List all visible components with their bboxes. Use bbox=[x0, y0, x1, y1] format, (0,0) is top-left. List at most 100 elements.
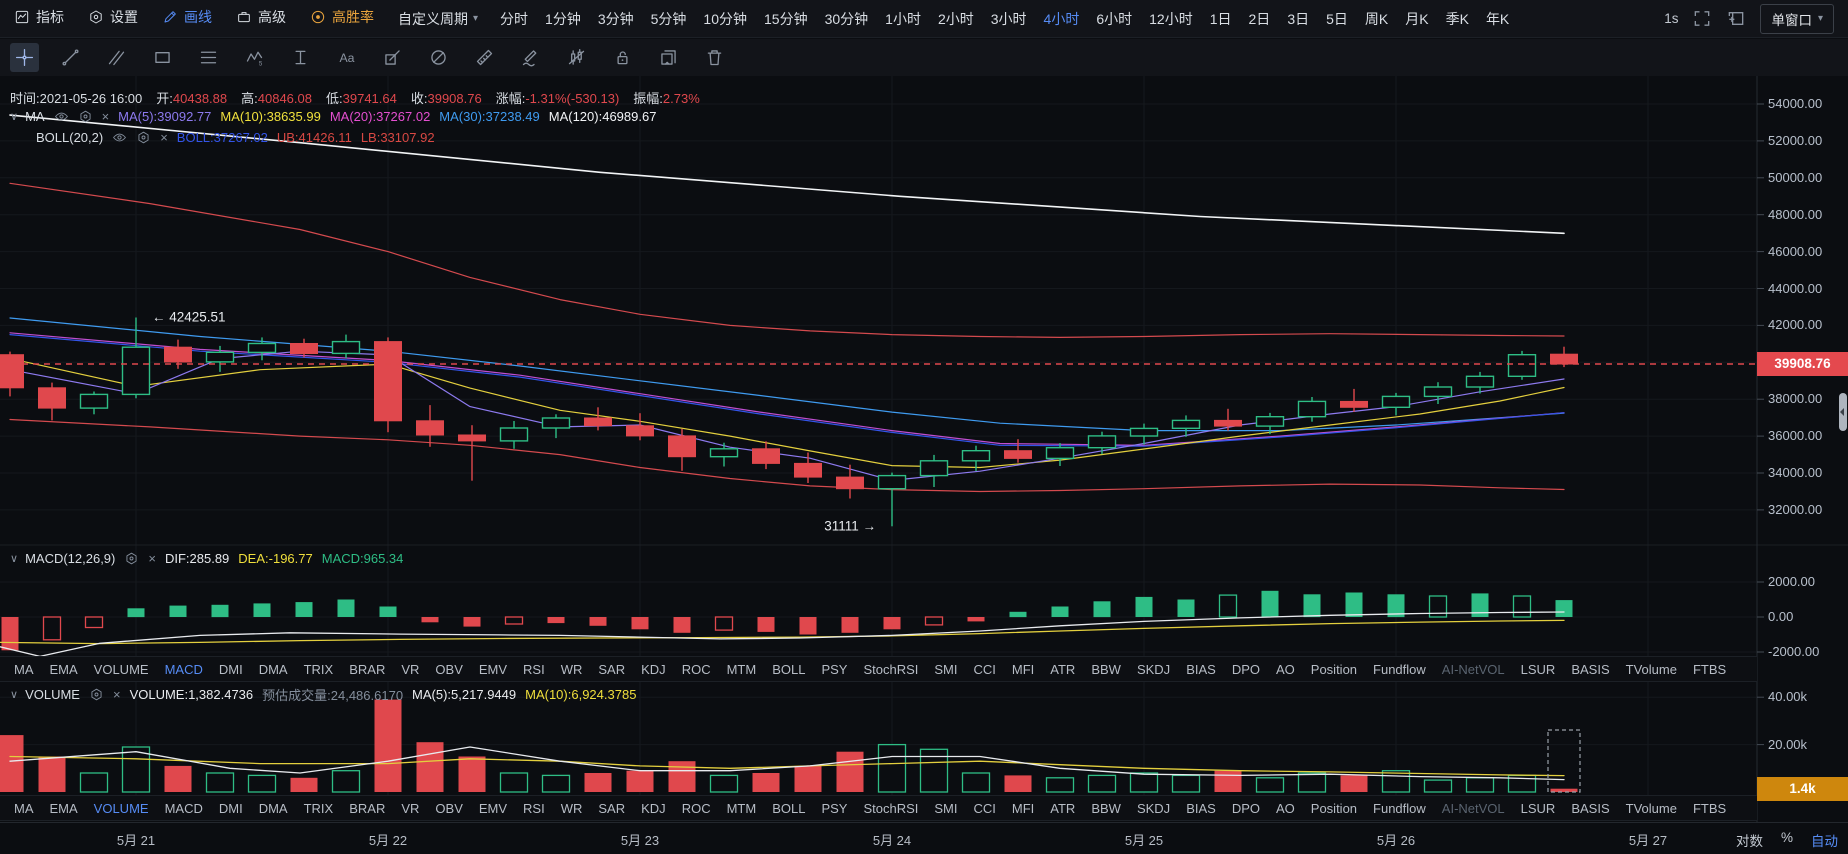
indicator-tab-skdj[interactable]: SKDJ bbox=[1136, 800, 1171, 816]
indicator-tab-ma[interactable]: MA bbox=[14, 661, 34, 677]
ruler-tool-icon[interactable] bbox=[470, 43, 499, 72]
fib-retracement-tool-icon[interactable] bbox=[194, 43, 223, 72]
timeframe-6小时[interactable]: 6小时 bbox=[1096, 10, 1133, 27]
indicator-tab-boll[interactable]: BOLL bbox=[772, 800, 806, 816]
indicator-tab-dpo[interactable]: DPO bbox=[1231, 661, 1260, 677]
indicator-tab-volume[interactable]: VOLUME bbox=[93, 800, 149, 816]
eye-icon[interactable] bbox=[54, 109, 69, 124]
timeframe-2日[interactable]: 2日 bbox=[1248, 10, 1271, 27]
indicator-tab-lsur[interactable]: LSUR bbox=[1520, 800, 1556, 816]
indicator-tab-emv[interactable]: EMV bbox=[478, 800, 508, 816]
indicator-tab-ftbs[interactable]: FTBS bbox=[1692, 661, 1727, 677]
ellipse-tool-icon[interactable] bbox=[424, 43, 453, 72]
indicator-tab-atr[interactable]: ATR bbox=[1050, 661, 1076, 677]
indicator-tab-dma[interactable]: DMA bbox=[258, 800, 288, 816]
timeframe-10分钟[interactable]: 10分钟 bbox=[703, 10, 747, 27]
timeframe-2小时[interactable]: 2小时 bbox=[937, 10, 974, 27]
timeframe-5分钟[interactable]: 5分钟 bbox=[650, 10, 687, 27]
rectangle-tool-icon[interactable] bbox=[148, 43, 177, 72]
timeframe-季K[interactable]: 季K bbox=[1445, 10, 1469, 27]
timeframe-年K[interactable]: 年K bbox=[1485, 10, 1510, 27]
close-icon[interactable]: × bbox=[148, 551, 156, 566]
settings-icon[interactable] bbox=[78, 109, 93, 124]
indicator-tab-basis[interactable]: BASIS bbox=[1571, 661, 1610, 677]
timeframe-12小时[interactable]: 12小时 bbox=[1149, 10, 1193, 27]
indicator-tab-lsur[interactable]: LSUR bbox=[1520, 661, 1556, 677]
indicator-tab-ema[interactable]: EMA bbox=[49, 800, 78, 816]
indicator-tab-ma[interactable]: MA bbox=[14, 800, 34, 816]
indicator-tab-sar[interactable]: SAR bbox=[598, 661, 626, 677]
settings-icon[interactable] bbox=[136, 130, 151, 145]
timeframe-4小时[interactable]: 4小时 bbox=[1043, 10, 1080, 27]
timeframe-30分钟[interactable]: 30分钟 bbox=[824, 10, 869, 27]
menu-gauge[interactable]: 高胜率 bbox=[310, 7, 374, 27]
indicator-tab-cci[interactable]: CCI bbox=[973, 661, 996, 677]
indicator-tab-position[interactable]: Position bbox=[1310, 800, 1358, 816]
indicator-tab-position[interactable]: Position bbox=[1310, 661, 1358, 677]
timeframe-1分钟[interactable]: 1分钟 bbox=[545, 10, 581, 27]
fullscreen-icon[interactable] bbox=[1692, 9, 1712, 29]
brush-tool-icon[interactable] bbox=[516, 43, 545, 72]
refresh-rate[interactable]: 1s bbox=[1664, 11, 1679, 26]
indicator-tab-stochrsi[interactable]: StochRSI bbox=[863, 661, 919, 677]
close-icon[interactable]: × bbox=[112, 687, 121, 702]
indicator-tab-boll[interactable]: BOLL bbox=[772, 661, 806, 677]
indicator-tab-mfi[interactable]: MFI bbox=[1011, 800, 1035, 816]
indicator-tab-fundflow[interactable]: Fundflow bbox=[1373, 661, 1426, 677]
trash-tool-icon[interactable] bbox=[700, 43, 729, 72]
lock-tool-icon[interactable] bbox=[608, 43, 637, 72]
indicator-tab-kdj[interactable]: KDJ bbox=[641, 800, 666, 816]
indicator-tab-obv[interactable]: OBV bbox=[435, 800, 463, 816]
indicator-tab-dma[interactable]: DMA bbox=[258, 661, 288, 677]
indicator-tab-skdj[interactable]: SKDJ bbox=[1136, 661, 1171, 677]
indicator-tab-ai-netvol[interactable]: AI-NetVOL bbox=[1441, 800, 1505, 816]
indicator-tab-dmi[interactable]: DMI bbox=[218, 800, 243, 816]
indicator-tab-atr[interactable]: ATR bbox=[1050, 800, 1076, 816]
indicator-tab-mfi[interactable]: MFI bbox=[1011, 661, 1035, 677]
menu-indicator[interactable]: 指标 bbox=[14, 7, 64, 27]
indicator-tab-brar[interactable]: BRAR bbox=[349, 800, 386, 816]
indicator-tab-psy[interactable]: PSY bbox=[821, 661, 848, 677]
indicator-tab-wr[interactable]: WR bbox=[560, 661, 583, 677]
timeframe-月K[interactable]: 月K bbox=[1405, 10, 1429, 27]
timeframe-3小时[interactable]: 3小时 bbox=[990, 10, 1027, 27]
note-tool-icon[interactable] bbox=[378, 43, 407, 72]
price-range-tool-icon[interactable] bbox=[286, 43, 315, 72]
indicator-tab-bias[interactable]: BIAS bbox=[1186, 661, 1216, 677]
timeframe-3分钟[interactable]: 3分钟 bbox=[597, 10, 634, 27]
indicator-tab-smi[interactable]: SMI bbox=[934, 800, 958, 816]
timeframe-5日[interactable]: 5日 bbox=[1326, 10, 1348, 27]
indicator-tab-vr[interactable]: VR bbox=[401, 800, 420, 816]
indicator-tab-tvolume[interactable]: TVolume bbox=[1625, 661, 1677, 677]
settings-icon[interactable] bbox=[89, 687, 104, 702]
indicator-tab-sar[interactable]: SAR bbox=[598, 800, 626, 816]
indicator-tab-psy[interactable]: PSY bbox=[821, 800, 848, 816]
indicator-tab-roc[interactable]: ROC bbox=[681, 661, 711, 677]
indicator-tab-fundflow[interactable]: Fundflow bbox=[1373, 800, 1426, 816]
indicator-tab-rsi[interactable]: RSI bbox=[523, 800, 545, 816]
indicator-tab-trix[interactable]: TRIX bbox=[303, 661, 334, 677]
indicator-tab-volume[interactable]: VOLUME bbox=[93, 661, 149, 677]
indicator-tab-roc[interactable]: ROC bbox=[681, 800, 711, 816]
text-tool-icon[interactable]: Aa bbox=[332, 43, 361, 72]
elliott-wave-tool-icon[interactable]: 5 bbox=[240, 43, 269, 72]
indicator-tab-bbw[interactable]: BBW bbox=[1091, 661, 1121, 677]
panel-collapse-handle[interactable] bbox=[1839, 393, 1847, 431]
indicator-tab-ai-netvol[interactable]: AI-NetVOL bbox=[1441, 661, 1505, 677]
indicator-tab-kdj[interactable]: KDJ bbox=[641, 661, 666, 677]
indicator-tab-tvolume[interactable]: TVolume bbox=[1625, 800, 1677, 816]
close-icon[interactable]: × bbox=[160, 130, 168, 145]
indicator-tab-smi[interactable]: SMI bbox=[934, 661, 958, 677]
timeframe-1日[interactable]: 1日 bbox=[1209, 10, 1232, 27]
indicator-tab-bias[interactable]: BIAS bbox=[1186, 800, 1216, 816]
indicator-tab-trix[interactable]: TRIX bbox=[303, 800, 334, 816]
custom-period-button[interactable]: 自定义周期 ▾ bbox=[398, 9, 478, 29]
timeframe-周K[interactable]: 周K bbox=[1364, 10, 1389, 27]
crosshair-tool-icon[interactable] bbox=[10, 43, 39, 72]
menu-pencil[interactable]: 画线 bbox=[162, 7, 212, 27]
auto-scale-toggle[interactable]: 自动 bbox=[1811, 834, 1838, 849]
close-icon[interactable]: × bbox=[101, 109, 110, 124]
timeframe-分时[interactable]: 分时 bbox=[500, 10, 529, 27]
log-scale-toggle[interactable]: 对数 bbox=[1735, 834, 1763, 849]
